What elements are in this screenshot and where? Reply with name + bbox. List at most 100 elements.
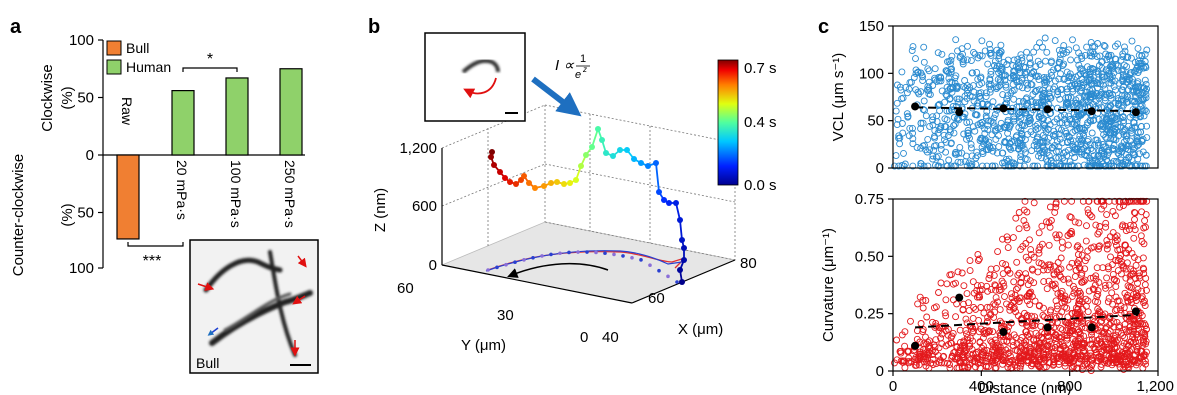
- curvature-point: [1065, 279, 1073, 287]
- vcl-point: [988, 103, 996, 111]
- vcl-point: [1078, 110, 1086, 118]
- curvature-point: [1115, 323, 1123, 331]
- curvature-point: [963, 290, 971, 298]
- vcl-point: [1031, 162, 1039, 170]
- vcl-point: [1062, 127, 1069, 135]
- curvature-point: [1022, 270, 1030, 278]
- vcl-point: [944, 68, 951, 75]
- x-tick-80: 80: [740, 255, 757, 272]
- vcl-point: [1078, 145, 1086, 153]
- curvature-point: [893, 356, 901, 364]
- curvature-point: [937, 334, 945, 342]
- vcl-point: [929, 121, 937, 129]
- curvature-point: [1012, 214, 1020, 222]
- curvature-point: [1076, 264, 1084, 272]
- vcl-point: [1102, 90, 1110, 98]
- vcl-point: [924, 83, 932, 91]
- vcl-point: [989, 147, 997, 155]
- vcl-point: [1133, 137, 1141, 145]
- vcl-plot-frame: [892, 25, 1159, 169]
- vcl-point: [996, 76, 1004, 84]
- vcl-point: [950, 114, 958, 121]
- curvature-point: [1003, 338, 1011, 345]
- vcl-point: [950, 129, 958, 137]
- curvature-point: [1111, 276, 1119, 284]
- vcl-point: [1001, 162, 1009, 170]
- vcl-point: [1062, 102, 1070, 110]
- trajectory-point: [679, 237, 685, 243]
- vcl-point: [979, 162, 986, 170]
- curvature-point: [1138, 293, 1146, 301]
- curvature-point: [1026, 301, 1034, 309]
- vcl-point: [1072, 113, 1080, 121]
- curvature-point: [974, 359, 982, 367]
- curvature-point: [1024, 353, 1032, 361]
- vcl-point: [1064, 120, 1071, 128]
- curvature-point: [1004, 236, 1012, 244]
- significance-bracket-bottom: [127, 242, 184, 247]
- curvature-point: [969, 314, 977, 322]
- vcl-point: [893, 121, 901, 129]
- y-axis-3d: [441, 264, 633, 304]
- curvature-point: [1113, 306, 1121, 313]
- vcl-point: [968, 152, 976, 160]
- vcl-point: [1119, 50, 1127, 58]
- vcl-point: [1063, 48, 1071, 56]
- curvature-point: [1114, 328, 1122, 336]
- curvature-point: [1035, 259, 1043, 267]
- projection-point: [576, 250, 580, 254]
- panel-a-ytick: 100: [69, 32, 94, 49]
- vcl-point: [917, 119, 925, 127]
- vcl-point: [1119, 53, 1127, 61]
- curvature-point: [1130, 290, 1138, 298]
- curvature-point: [1012, 285, 1020, 293]
- curvature-point: [1055, 350, 1063, 358]
- vcl-point: [1105, 162, 1113, 170]
- vcl-point: [1024, 99, 1032, 107]
- vcl-point: [1028, 98, 1036, 105]
- curvature-point: [1103, 211, 1111, 219]
- curvature-point: [1124, 298, 1132, 306]
- curvature-point: [1059, 326, 1066, 334]
- vcl-point: [1008, 159, 1016, 167]
- curvature-point: [1095, 243, 1103, 251]
- vcl-point: [1041, 78, 1048, 86]
- vcl-point: [1080, 100, 1088, 108]
- vcl-point: [1023, 85, 1031, 93]
- curvature-point: [940, 352, 948, 360]
- curvature-point: [952, 313, 960, 321]
- curvature-point: [1040, 278, 1048, 286]
- vcl-point: [986, 50, 994, 57]
- curvature-point: [1068, 292, 1076, 300]
- curvature-point: [1143, 325, 1150, 333]
- intensity-formula-exp: z: [582, 65, 587, 74]
- curvature-point: [965, 299, 972, 307]
- curvature-point: [996, 306, 1004, 314]
- projection-point: [630, 255, 634, 260]
- curvature-point: [1014, 284, 1022, 292]
- vcl-point: [1035, 152, 1042, 160]
- vcl-point: [974, 121, 982, 129]
- vcl-point: [942, 148, 950, 156]
- curvature-point: [1130, 316, 1138, 324]
- curvature-point: [999, 279, 1007, 287]
- projection-point: [648, 263, 652, 267]
- curvature-point: [1142, 274, 1150, 282]
- curvature-point: [962, 315, 970, 323]
- curvature-point: [1038, 343, 1046, 351]
- curvature-point: [965, 307, 973, 315]
- curvature-point: [1025, 349, 1033, 357]
- curvature-point: [1116, 197, 1124, 205]
- curvature-point: [1063, 357, 1071, 364]
- vcl-point: [1054, 65, 1062, 73]
- curvature-point: [1048, 280, 1056, 288]
- vcl-point: [1010, 144, 1018, 152]
- curvature-point: [1035, 229, 1043, 237]
- vcl-point: [910, 74, 918, 81]
- curvature-point: [929, 318, 936, 326]
- vcl-point: [995, 143, 1003, 151]
- curvature-point: [974, 257, 982, 264]
- vcl-point: [1051, 141, 1059, 149]
- vcl-point: [1063, 152, 1071, 160]
- vcl-point: [1119, 71, 1127, 79]
